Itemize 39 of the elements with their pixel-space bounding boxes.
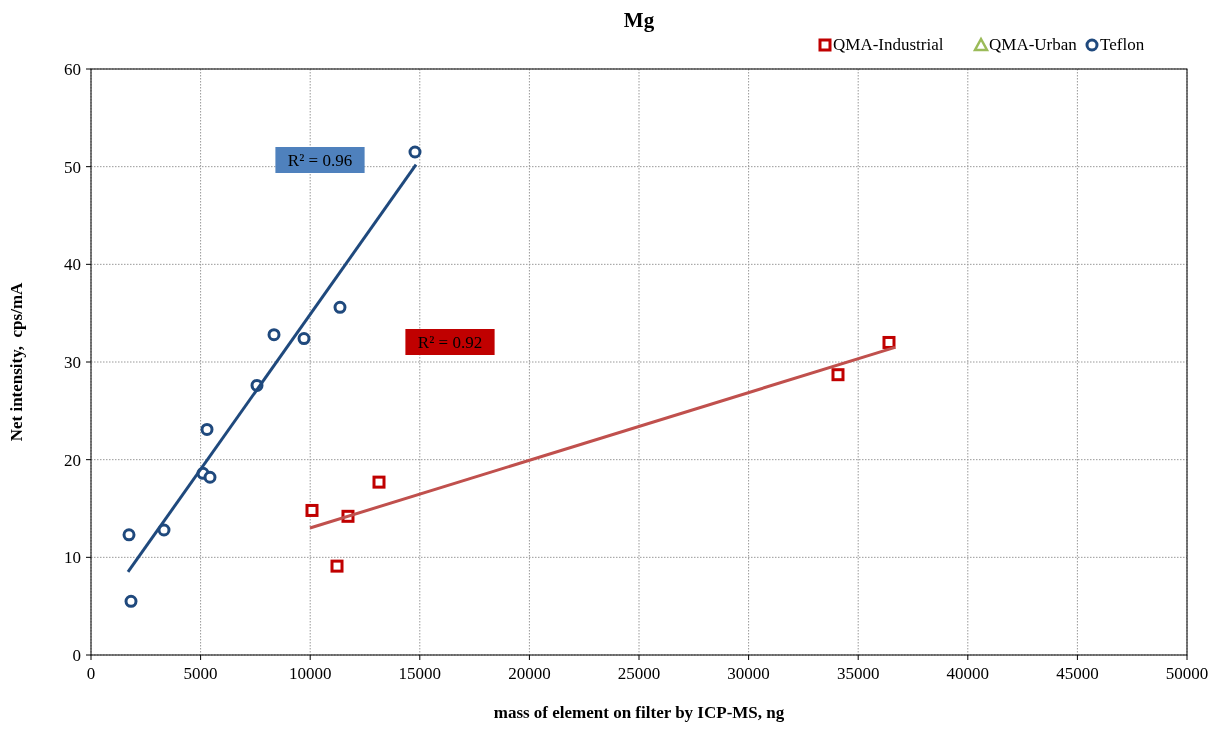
point	[305, 503, 319, 517]
point	[408, 145, 422, 159]
x-tick-label: 5000	[183, 664, 218, 683]
x-tick-label: 0	[86, 664, 96, 683]
y-tick-label: 50	[64, 157, 81, 177]
x-axis-title: mass of element on filter by ICP-MS, ng	[493, 703, 785, 722]
y-tick-label: 20	[64, 450, 81, 470]
y-tick-label: 10	[64, 548, 81, 568]
y-tick-label: 60	[64, 60, 81, 79]
y-tick-label: 30	[64, 353, 81, 372]
x-tick-label: 50000	[1165, 664, 1209, 683]
x-tick-label: 10000	[288, 664, 332, 683]
y-axis-title: Net intensity, cps/mA	[7, 281, 26, 442]
x-tick-label: 45000	[1056, 664, 1099, 683]
y-tick-label: 0	[72, 646, 81, 665]
point	[203, 470, 217, 484]
x-tick-label: 40000	[946, 664, 990, 683]
point	[330, 559, 344, 573]
point	[333, 300, 347, 314]
x-tick-label: 30000	[727, 664, 770, 683]
point	[297, 332, 311, 346]
x-tick-label: 20000	[508, 664, 551, 683]
point	[372, 475, 386, 489]
legend-label: Teflon	[1100, 35, 1145, 54]
annotation: R² = 0.92	[417, 333, 483, 352]
legend-label: QMA-Industrial	[833, 35, 944, 54]
chart-title: Mg	[623, 8, 655, 32]
point	[200, 422, 214, 436]
annotation: R² = 0.96	[287, 151, 353, 170]
x-tick-label: 15000	[398, 664, 442, 683]
x-tick-label: 25000	[617, 664, 661, 683]
legend-label: QMA-Urban	[989, 35, 1078, 54]
point	[124, 594, 138, 608]
y-tick-label: 40	[64, 255, 81, 275]
point	[122, 528, 136, 542]
point	[882, 335, 896, 349]
point	[267, 328, 281, 342]
x-tick-label: 35000	[836, 664, 880, 683]
point	[831, 368, 845, 382]
